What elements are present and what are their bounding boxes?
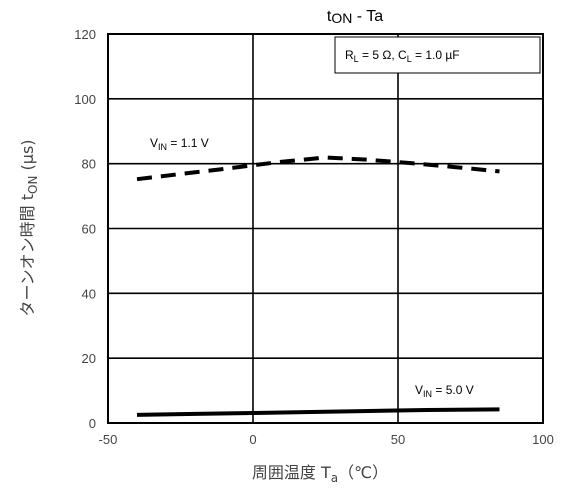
y-tick-label: 80: [82, 157, 96, 172]
legend-box-text: RL = 5 Ω, CL = 1.0 µF: [345, 48, 460, 64]
x-axis-label: 周囲温度 Ta（℃）: [252, 463, 388, 485]
legend-c-sub: L: [407, 54, 412, 64]
xlabel-main: 周囲温度 T: [252, 463, 331, 482]
s1-rest: = 1.1 V: [167, 136, 209, 150]
s2-v: V: [415, 383, 423, 397]
ylabel-sub: ON: [26, 176, 40, 194]
y-tick-label: 60: [82, 222, 96, 237]
s1-v: V: [150, 136, 158, 150]
xlabel-sub: a: [331, 471, 338, 485]
chart-title: tON - Ta: [327, 8, 383, 26]
s1-sub: IN: [158, 142, 167, 152]
legend-r: R: [345, 48, 354, 62]
y-tick-label: 40: [82, 286, 96, 301]
series-layer: [136, 155, 500, 417]
legend-end: = 1.0 µF: [412, 48, 460, 62]
y-tick-label: 100: [74, 92, 96, 107]
series-label-vin-5-0: VIN = 5.0 V: [415, 383, 474, 399]
legend-box: RL = 5 Ω, CL = 1.0 µF: [334, 36, 541, 74]
legend-r-sub: L: [354, 54, 359, 64]
y-tick-label: 120: [74, 27, 96, 42]
plot-frame: [107, 33, 544, 424]
series-label-vin-1-1: VIN = 1.1 V: [150, 136, 209, 152]
y-axis-label: ターンオン時間 tON (µs): [18, 139, 40, 316]
title-main: t: [327, 8, 332, 25]
y-tick-label: 0: [89, 416, 96, 431]
x-tick-label: 100: [532, 432, 554, 447]
legend-box-frame: [334, 36, 541, 74]
s2-sub: IN: [423, 389, 432, 399]
ylabel-rest: (µs): [18, 139, 37, 175]
legend-mid: = 5 Ω, C: [359, 48, 407, 62]
ylabel-main: ターンオン時間 t: [18, 194, 37, 317]
x-tick-label: -50: [99, 432, 118, 447]
y-tick-label: 20: [82, 351, 96, 366]
grid-layer: [108, 34, 543, 423]
title-rest: - Ta: [352, 8, 383, 25]
x-tick-label: 0: [249, 432, 256, 447]
series-line-vin-5-0: [136, 407, 500, 417]
s2-rest: = 5.0 V: [432, 383, 474, 397]
xlabel-rest: （℃）: [338, 463, 388, 482]
title-sub: ON: [331, 10, 352, 26]
x-tick-label: 50: [391, 432, 405, 447]
series-line-vin-1-1: [136, 155, 500, 182]
